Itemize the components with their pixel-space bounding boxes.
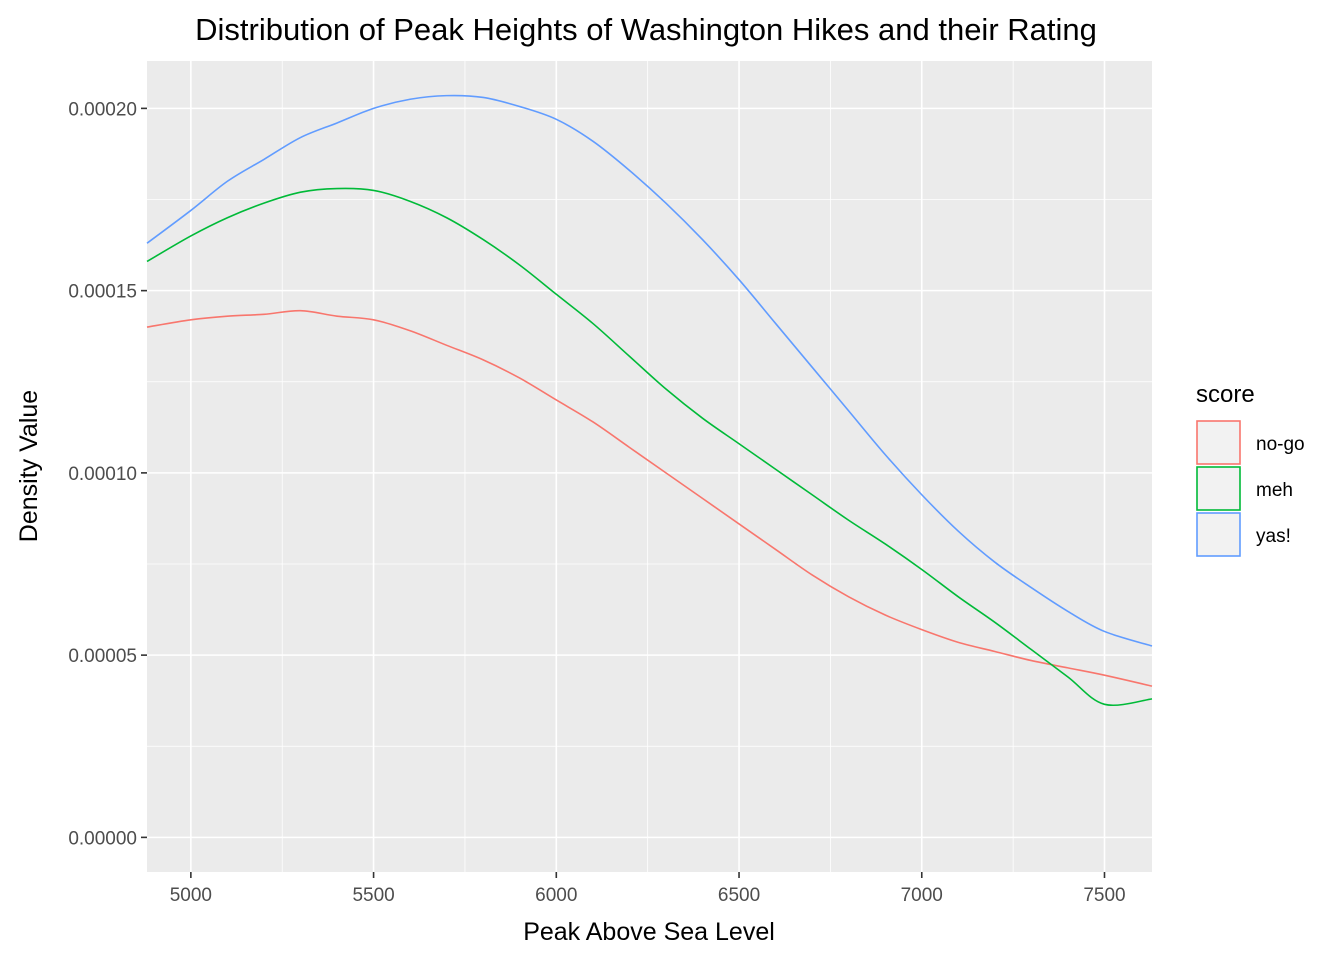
- legend-label-yas: yas!: [1256, 526, 1291, 547]
- chart-title: Distribution of Peak Heights of Washingt…: [195, 12, 1097, 47]
- x-tick-label: 7500: [1083, 885, 1125, 906]
- y-tick-label: 0.00005: [68, 646, 137, 667]
- x-tick-label: 5500: [352, 885, 394, 906]
- y-tick-label: 0.00015: [68, 282, 137, 303]
- grid: [147, 61, 1152, 872]
- series-lines: [146, 94, 1153, 706]
- legend-key-yas: [1196, 512, 1241, 557]
- y-tick-label: 0.00020: [68, 99, 137, 120]
- series-line-no-go: [146, 309, 1153, 687]
- y-axis-title: Density Value: [15, 390, 43, 542]
- x-tick-label: 6000: [535, 885, 577, 906]
- legend: score no-go meh yas!: [1196, 381, 1305, 557]
- y-tick-label: 0.00000: [68, 828, 137, 849]
- legend-title: score: [1196, 381, 1255, 408]
- x-tick-label: 7000: [901, 885, 943, 906]
- x-tick-label: 5000: [170, 885, 212, 906]
- plot-panel: [147, 61, 1152, 872]
- x-axis-title: Peak Above Sea Level: [523, 918, 775, 946]
- legend-key-meh: [1196, 466, 1241, 511]
- legend-label-meh: meh: [1256, 480, 1293, 501]
- legend-items: no-go meh yas!: [1196, 420, 1305, 557]
- y-tick-label: 0.00010: [68, 464, 137, 485]
- legend-label-no-go: no-go: [1256, 434, 1305, 455]
- series-line-meh: [146, 187, 1153, 706]
- series-line-yas: [146, 94, 1153, 647]
- legend-key-no-go: [1196, 420, 1241, 465]
- axes: 5000 5500 6000 6500 7000 7500 0.00000 0.00005 0.…: [68, 99, 1125, 906]
- x-tick-label: 6500: [718, 885, 760, 906]
